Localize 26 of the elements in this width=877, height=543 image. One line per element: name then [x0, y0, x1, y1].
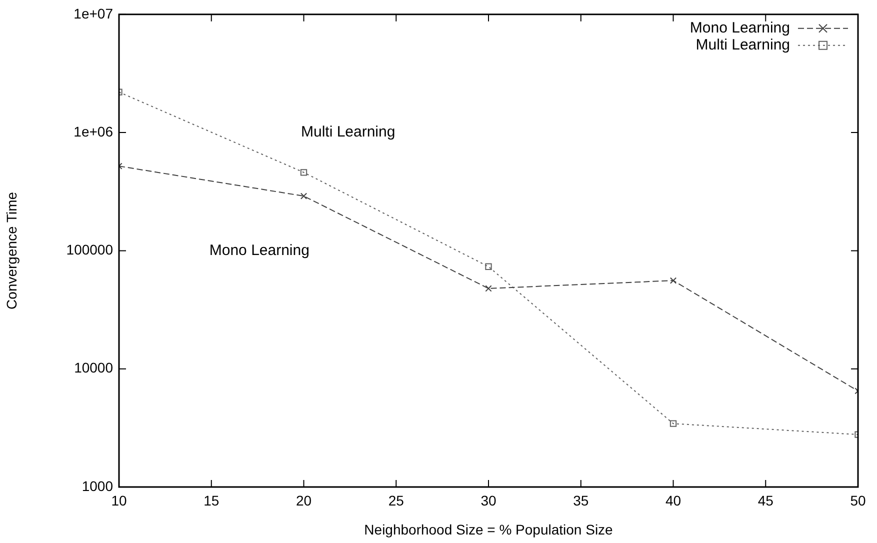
point	[485, 285, 492, 292]
annotation: Multi Learning	[300, 124, 396, 141]
y-tick-label: 10000	[74, 360, 114, 376]
annotation: Mono Learning	[209, 242, 310, 259]
x-tick-label: 20	[296, 492, 312, 508]
point	[300, 192, 308, 200]
point	[670, 277, 677, 284]
x-axis-title: Neighborhood Size = % Population Size	[364, 521, 614, 538]
x-tick-label: 45	[758, 492, 774, 508]
x-tick-label: 50	[850, 492, 866, 508]
y-axis-title: Convergence Time	[3, 192, 20, 310]
y-tick-label: 1e+07	[74, 5, 114, 22]
y-tick-label: 1e+06	[74, 123, 114, 140]
x-tick-label: 25	[388, 492, 404, 508]
x-tick-label: 10	[111, 492, 127, 508]
x-tick-label: 15	[204, 492, 220, 508]
legend-label: Multi Learning	[696, 36, 790, 54]
y-tick-label: 1000	[82, 478, 114, 494]
legend-label: Mono Learning	[690, 20, 790, 37]
y-tick-label: 100000	[66, 242, 114, 258]
x-tick-label: 30	[480, 492, 496, 508]
point	[485, 263, 492, 270]
point	[300, 169, 308, 176]
x-tick-label: 35	[573, 492, 589, 508]
x-tick-label: 40	[665, 492, 682, 508]
point	[670, 420, 677, 427]
